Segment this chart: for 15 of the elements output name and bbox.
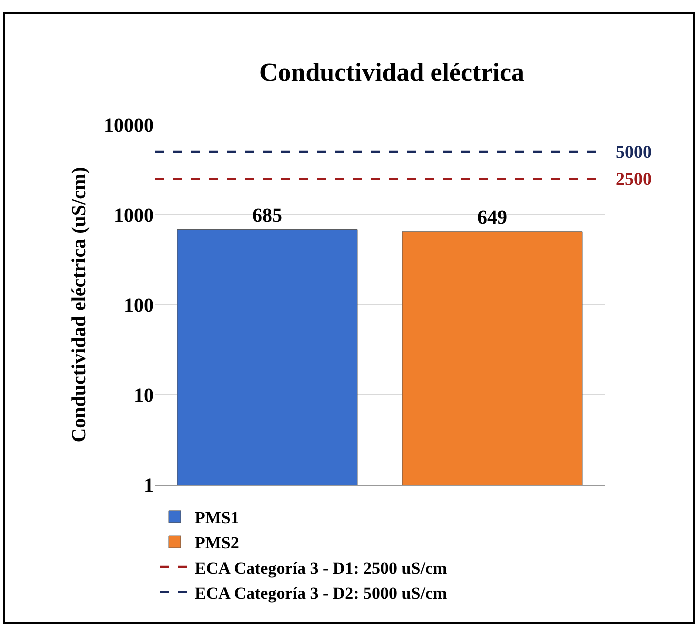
data-label: 649	[478, 206, 508, 229]
y-axis-title: Conductividad eléctrica (uS/cm)	[68, 167, 90, 443]
y-tick-label: 10	[134, 385, 154, 407]
chart-title: Conductividad eléctrica	[259, 58, 525, 87]
y-tick-label: 100	[124, 295, 154, 317]
text: 5000	[616, 142, 652, 162]
text: 2500	[616, 169, 652, 189]
legend-label: PMS2	[195, 534, 240, 553]
legend-label: ECA Categoría 3 - D1: 2500 uS/cm	[195, 558, 448, 578]
y-tick-label: 10000	[104, 115, 154, 137]
legend-label: PMS1	[195, 508, 240, 528]
legend-label: ECA Categoría 3 - D2: 5000 uS/cm	[195, 584, 448, 603]
y-tick-label: 1	[144, 475, 154, 497]
data-label: 685	[252, 204, 282, 227]
y-tick-label: 1000	[114, 205, 154, 227]
